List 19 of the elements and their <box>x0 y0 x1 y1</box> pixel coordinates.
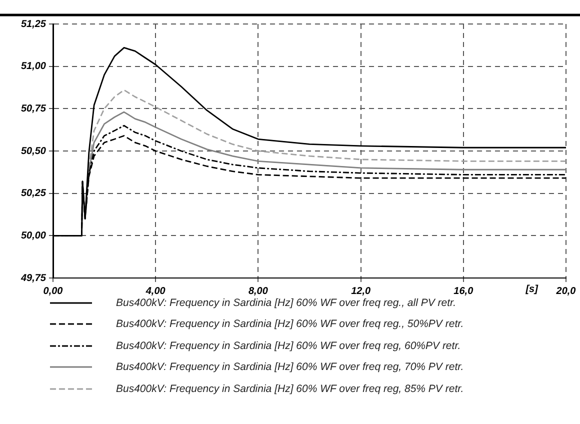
legend-label: Bus400kV: Frequency in Sardinia [Hz] 60% WF over freq reg., 50%PV retr. <box>116 318 464 330</box>
y-tick-label: 49,75 <box>20 272 46 284</box>
legend-label: Bus400kV: Frequency in Sardinia [Hz] 60% WF over freq reg., all PV retr. <box>116 296 456 309</box>
y-tick-label: 50,50 <box>20 146 46 157</box>
y-tick-label: 51,00 <box>20 61 46 72</box>
x-tick-label: 16,0 <box>454 286 474 297</box>
x-axis-title: [s] <box>524 284 539 295</box>
x-tick-label: 12,0 <box>351 286 371 297</box>
x-tick-label: 4,00 <box>144 286 166 297</box>
y-tick-label: 50,00 <box>20 230 46 242</box>
x-tick-label: 0,00 <box>43 286 64 297</box>
y-tick-label: 50,75 <box>20 103 46 114</box>
x-tick-label: 20,0 <box>555 286 576 297</box>
legend-label: Bus400kV: Frequency in Sardinia [Hz] 60% WF over freq reg, 60%PV retr. <box>116 340 461 352</box>
y-tick-label: 50,25 <box>20 188 46 200</box>
legend-label: Bus400kV: Frequency in Sardinia [Hz] 60% WF over freq reg, 70% PV retr. <box>116 361 464 374</box>
y-tick-label: 51,25 <box>20 18 46 30</box>
x-tick-label: 8,00 <box>248 286 268 297</box>
legend-label: Bus400kV: Frequency in Sardinia [Hz] 60% WF over freq reg, 85% PV retr. <box>116 382 464 395</box>
